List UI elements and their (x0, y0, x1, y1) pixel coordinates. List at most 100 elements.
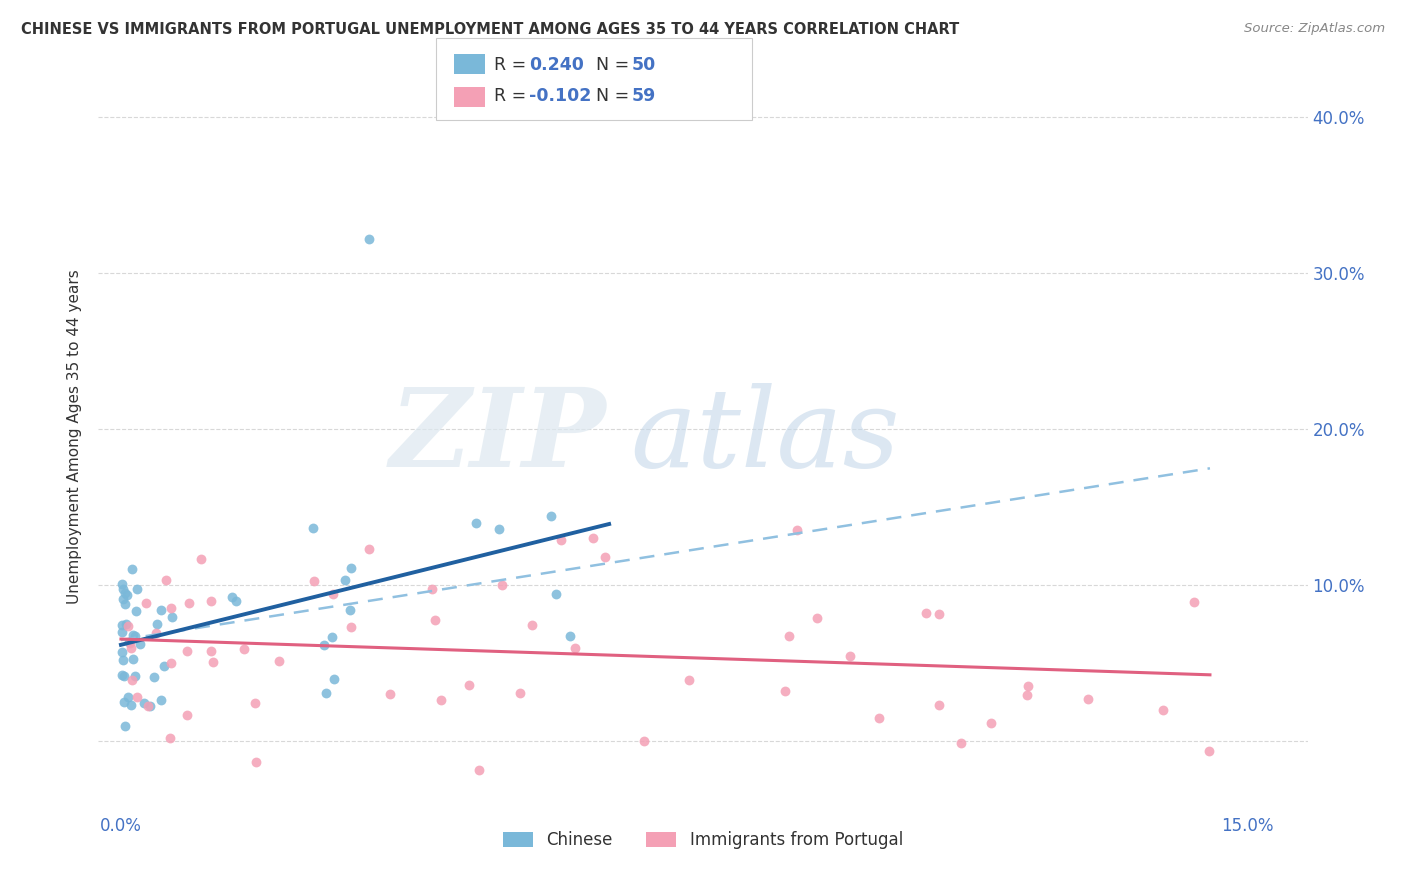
Point (115, 616, 138, 631)
Point (357, 541, 380, 556)
Point (509, 686, 531, 700)
Point (232, 642, 254, 657)
Point (159, 731, 181, 745)
Point (339, 561, 361, 575)
Point (179, 596, 201, 610)
Point (245, 756, 267, 770)
Point (176, 644, 198, 658)
Text: N =: N = (585, 56, 634, 74)
Point (122, 652, 145, 666)
Point (111, 591, 134, 606)
Text: Source: ZipAtlas.com: Source: ZipAtlas.com (1244, 22, 1385, 36)
Point (153, 659, 176, 673)
Legend: Chinese, Immigrants from Portugal: Chinese, Immigrants from Portugal (496, 824, 910, 855)
Text: -0.102: -0.102 (529, 87, 591, 105)
Point (464, 516, 486, 531)
Point (914, 606, 936, 620)
Point (225, 594, 247, 608)
Point (420, 582, 443, 596)
Point (582, 531, 605, 545)
Point (139, 698, 162, 713)
Point (928, 698, 950, 712)
Point (149, 692, 172, 706)
Text: R =: R = (494, 56, 531, 74)
Text: atlas: atlas (630, 384, 900, 491)
Point (378, 687, 401, 701)
Point (127, 582, 149, 596)
Point (124, 669, 146, 683)
Point (550, 533, 572, 548)
Point (112, 653, 135, 667)
Point (111, 624, 134, 639)
Point (117, 690, 139, 705)
Point (176, 707, 198, 722)
Point (155, 573, 177, 587)
Point (806, 611, 828, 625)
Point (159, 657, 181, 671)
Point (593, 550, 616, 565)
Point (122, 628, 145, 642)
Point (312, 638, 335, 652)
Point (117, 619, 139, 633)
Point (333, 574, 356, 588)
Point (136, 698, 159, 713)
Point (120, 641, 142, 656)
Point (678, 673, 700, 687)
Text: CHINESE VS IMMIGRANTS FROM PORTUGAL UNEMPLOYMENT AMONG AGES 35 TO 44 YEARS CORRE: CHINESE VS IMMIGRANTS FROM PORTUGAL UNEM… (21, 22, 959, 37)
Point (146, 616, 169, 631)
Point (980, 716, 1002, 731)
Point (633, 734, 655, 748)
Y-axis label: Unemployment Among Ages 35 to 44 years: Unemployment Among Ages 35 to 44 years (67, 269, 83, 605)
Point (112, 669, 135, 683)
Point (321, 630, 343, 644)
Point (564, 640, 586, 655)
Point (1077, 692, 1099, 706)
Point (129, 637, 152, 651)
Point (1198, 744, 1220, 758)
Point (125, 604, 148, 618)
Point (302, 574, 325, 589)
Point (120, 698, 142, 713)
Point (118, 635, 141, 649)
Point (949, 736, 972, 750)
Point (315, 686, 337, 700)
Point (839, 649, 862, 664)
Point (201, 655, 224, 669)
Point (322, 672, 344, 686)
Point (1152, 703, 1174, 717)
Point (111, 582, 134, 597)
Point (868, 711, 890, 725)
Point (302, 521, 325, 535)
Point (558, 629, 581, 643)
Point (121, 673, 143, 687)
Point (488, 522, 510, 536)
Point (111, 577, 134, 591)
Point (245, 696, 267, 710)
Point (430, 693, 453, 707)
Text: 59: 59 (631, 87, 655, 105)
Point (200, 644, 222, 658)
Point (540, 508, 562, 523)
Point (160, 610, 183, 624)
Point (127, 690, 149, 705)
Point (135, 597, 157, 611)
Point (143, 670, 166, 684)
Point (134, 697, 156, 711)
Point (546, 586, 568, 600)
Point (468, 763, 491, 777)
Point (200, 594, 222, 608)
Point (121, 562, 143, 576)
Point (357, 232, 380, 246)
Point (124, 629, 146, 643)
Point (339, 620, 361, 634)
Point (786, 523, 808, 537)
Text: ZIP: ZIP (389, 384, 606, 491)
Point (114, 586, 136, 600)
Text: R =: R = (494, 87, 531, 105)
Point (773, 683, 796, 698)
Text: 50: 50 (631, 56, 655, 74)
Point (160, 601, 183, 615)
Point (114, 719, 136, 733)
Point (423, 613, 446, 627)
Text: 0.240: 0.240 (529, 56, 583, 74)
